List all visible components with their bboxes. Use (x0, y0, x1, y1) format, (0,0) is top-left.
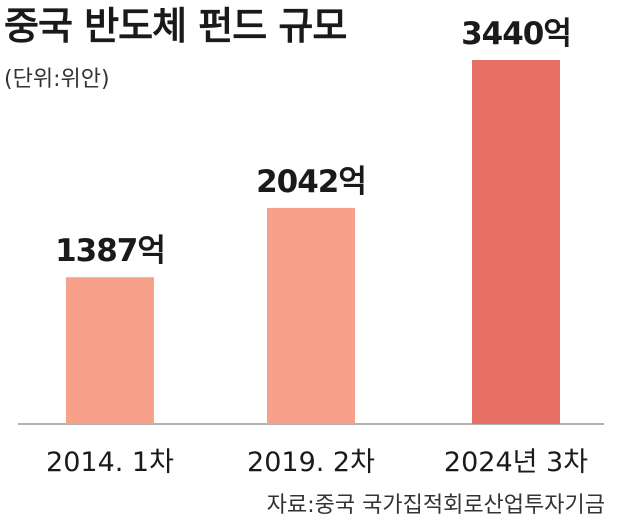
chart-title: 중국 반도체 펀드 규모 (4, 4, 347, 48)
data-label-1: 1387억 (55, 233, 165, 269)
category-label-3: 2024년 3차 (444, 447, 588, 478)
unit-note: (단위:위안) (4, 67, 110, 92)
bar-1 (66, 277, 154, 424)
source-note: 자료:중국 국가집적회로산업투자기금 (266, 493, 605, 518)
bars-layer (66, 60, 560, 424)
bar-3 (472, 60, 560, 424)
bar-2 (267, 207, 355, 424)
data-label-3: 3440억 (461, 16, 571, 52)
category-label-1: 2014. 1차 (46, 447, 174, 478)
category-label-2: 2019. 2차 (247, 447, 375, 478)
value-labels-layer: 1387억 2042억 3440억 (55, 16, 572, 269)
data-label-2: 2042억 (256, 164, 366, 200)
category-labels-layer: 2014. 1차 2019. 2차 2024년 3차 (46, 447, 588, 478)
